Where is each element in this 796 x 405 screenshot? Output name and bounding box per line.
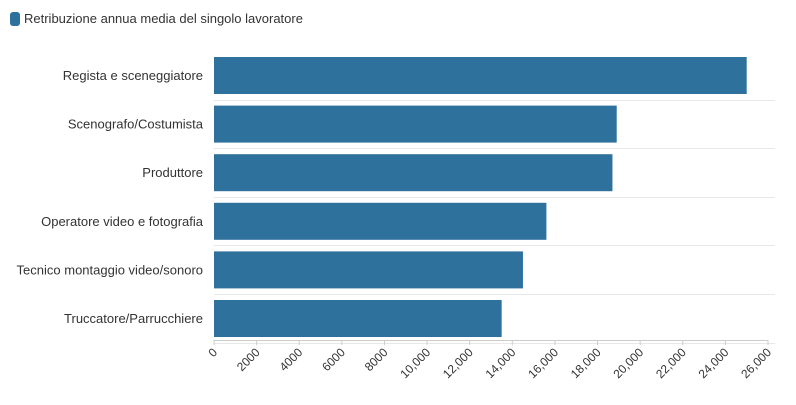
category-label: Produttore (142, 165, 203, 180)
x-tick-label: 10,000 (397, 345, 433, 381)
bar[interactable] (214, 57, 747, 94)
x-tick-label: 2000 (234, 345, 263, 374)
legend-label: Retribuzione annua media del singolo lav… (24, 11, 303, 26)
category-label: Scenografo/Costumista (68, 117, 204, 132)
bar[interactable] (214, 202, 547, 240)
category-label: Regista e sceneggiatore (63, 68, 203, 83)
category-label: Tecnico montaggio video/sonoro (17, 262, 203, 277)
bar[interactable] (214, 251, 523, 289)
x-tick-label: 16,000 (525, 345, 561, 381)
x-tick-label: 26,000 (738, 345, 774, 381)
x-tick-label: 12,000 (440, 345, 476, 381)
bar[interactable] (214, 154, 613, 192)
category-label: Truccatore/Parrucchiere (64, 311, 203, 326)
legend-swatch (10, 11, 20, 26)
bar[interactable] (214, 300, 502, 337)
x-tick-label: 24,000 (696, 345, 732, 381)
chart-legend: Retribuzione annua media del singolo lav… (10, 11, 303, 26)
x-tick-label: 0 (205, 345, 220, 360)
x-tick-label: 8000 (362, 345, 391, 374)
bar[interactable] (214, 105, 617, 143)
x-tick-label: 6000 (319, 345, 348, 374)
x-tick-label: 4000 (277, 345, 306, 374)
category-label: Operatore video e fotografia (41, 214, 204, 229)
x-tick-label: 22,000 (653, 345, 689, 381)
x-tick-label: 14,000 (483, 345, 519, 381)
x-tick-label: 18,000 (568, 345, 604, 381)
x-tick-label: 20,000 (610, 345, 646, 381)
